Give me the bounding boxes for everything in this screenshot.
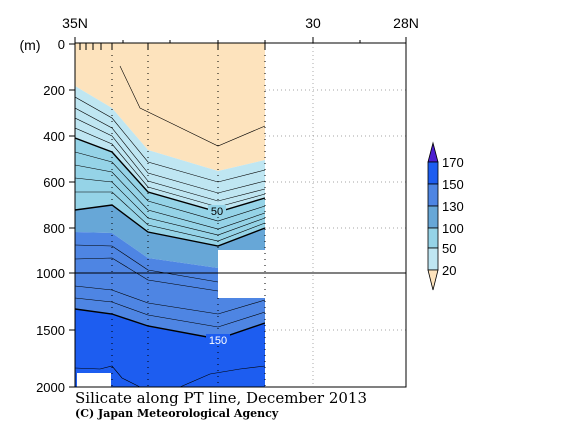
contour-line: [75, 191, 266, 242]
contour-line: [75, 96, 266, 183]
contour-label: 150: [209, 335, 227, 347]
missing-data-masks: [77, 43, 406, 387]
y-unit-label: (m): [20, 37, 41, 53]
colorbar-label: 100: [442, 221, 464, 236]
colorbar-band-130-150: [427, 183, 439, 207]
colorbar-label: 50: [442, 241, 456, 256]
y-axis-ticks: [69, 43, 75, 388]
contour-label: 50: [211, 206, 223, 218]
colorbar-band-20-50: [427, 247, 439, 271]
contour-line: [75, 365, 141, 387]
contour-label-bg: [206, 334, 230, 346]
y-tick-label: 800: [43, 221, 65, 236]
y-tick-label: 1000: [36, 266, 65, 281]
colorbar-band-50-100: [427, 227, 439, 249]
contour-label-bg: [208, 205, 226, 217]
contour-label-group: 50 150: [206, 205, 230, 347]
top-axis-ticks: [74, 37, 407, 50]
plot-frame: [74, 42, 407, 388]
chart-credit: (C) Japan Meteorological Agency: [75, 407, 279, 420]
grid-lines: [265, 43, 406, 387]
y-tick-label: 1500: [36, 323, 65, 338]
y-tick-label: 200: [43, 83, 65, 98]
missing-data-region: [265, 43, 406, 387]
y-tick-label: 0: [58, 37, 65, 52]
y-axis-labels: 0 200 400 600 800 1000 1500 2000: [36, 37, 65, 395]
contour-line: [75, 164, 266, 230]
chart-title: Silicate along PT line, December 2013: [75, 389, 367, 407]
missing-data-region: [218, 250, 265, 298]
contour-line: [75, 297, 266, 328]
x-tick-label: 28N: [393, 15, 419, 31]
x-axis-labels: 35N 30 28N: [62, 15, 419, 31]
band-130-150: [75, 232, 265, 339]
colorbar-label: 170: [442, 155, 464, 170]
y-tick-label: 400: [43, 129, 65, 144]
band-20-50: [75, 86, 265, 212]
colorbar-label: 20: [442, 263, 456, 278]
missing-data-region: [77, 373, 111, 387]
contour-50: [75, 204, 266, 247]
contour-line: [179, 365, 266, 387]
x-tick-label: 35N: [62, 15, 88, 31]
contour-line: [75, 151, 266, 222]
colorbar-band-150-170: [427, 161, 439, 185]
colorbar-label: 150: [442, 177, 464, 192]
y-tick-label: 600: [43, 175, 65, 190]
contour-20: [75, 137, 266, 213]
band-150-170: [75, 309, 265, 387]
contour-line: [119, 65, 266, 147]
contour-line: [75, 107, 266, 194]
colorbar-top-cap: [427, 141, 439, 163]
band-50-100: [75, 138, 265, 246]
y-tick-label: 2000: [36, 380, 65, 395]
colorbar-bottom-cap: [427, 269, 439, 291]
colorbar: 170 150 130 100 50 20: [427, 141, 464, 291]
colorbar-label: 130: [442, 199, 464, 214]
contour-line: [75, 285, 266, 315]
x-tick-label: 30: [305, 15, 321, 31]
colorbar-band-100-130: [427, 205, 439, 229]
